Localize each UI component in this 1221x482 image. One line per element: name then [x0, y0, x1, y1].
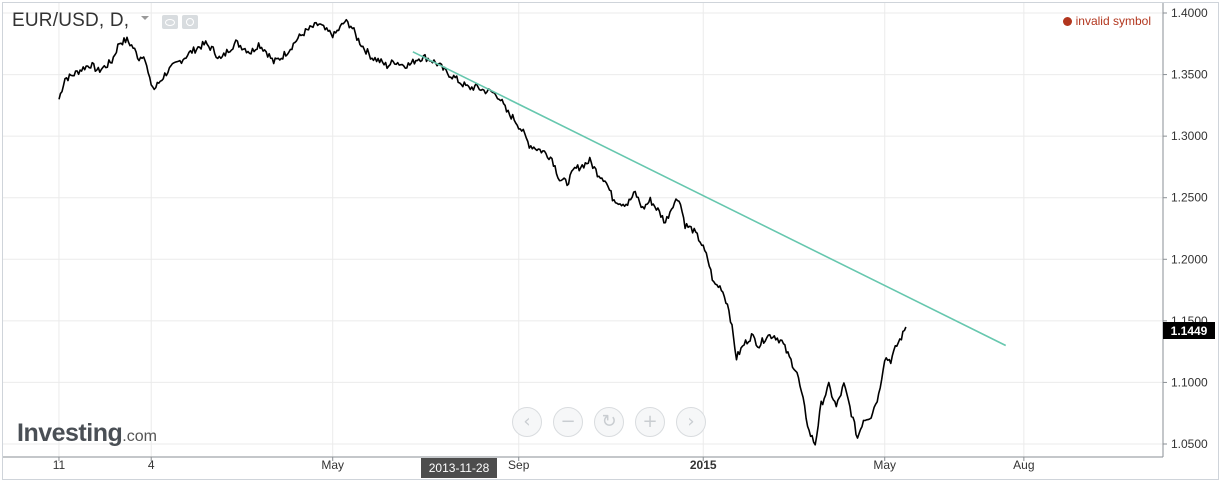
- x-axis-ticks: 11 4 May Sep 2015 May Aug: [53, 457, 1035, 472]
- grid-lines: [3, 3, 1163, 457]
- y-tick-label: 1.0500: [1171, 437, 1208, 451]
- chevron-right-icon: ›: [687, 411, 695, 432]
- chevron-down-icon[interactable]: [141, 16, 149, 20]
- x-tick-label: 11: [53, 458, 66, 472]
- price-series-line: [58, 18, 907, 446]
- last-price-label: 1.1449: [1163, 322, 1215, 339]
- trendline[interactable]: [412, 51, 1007, 347]
- y-tick-label: 1.3500: [1171, 68, 1208, 82]
- reset-button[interactable]: ↻: [594, 407, 624, 437]
- y-tick-label: 1.3000: [1171, 129, 1208, 143]
- y-tick-label: 1.4000: [1171, 6, 1208, 20]
- plus-icon: +: [642, 411, 658, 432]
- x-tick-label: 4: [148, 458, 155, 472]
- status-indicator: invalid symbol: [1062, 14, 1151, 28]
- x-tick-label: 2015: [690, 458, 717, 472]
- refresh-icon: ↻: [601, 411, 617, 432]
- minus-icon: −: [560, 411, 576, 432]
- y-tick-label: 1.2500: [1171, 191, 1208, 205]
- status-text: invalid symbol: [1075, 14, 1151, 28]
- x-tick-label: Aug: [1013, 458, 1034, 472]
- chevron-left-icon: ‹: [523, 411, 531, 432]
- logo-main-text: Investing: [17, 419, 123, 447]
- y-tick-label: 1.2000: [1171, 252, 1208, 266]
- status-dot-icon: [1062, 16, 1072, 26]
- gear-icon[interactable]: [182, 15, 198, 29]
- scroll-left-button[interactable]: ‹: [512, 407, 542, 437]
- y-axis-ticks: 1.40001.35001.30001.25001.20001.15001.10…: [1163, 6, 1208, 451]
- investing-logo: Investing .com: [17, 419, 157, 448]
- eye-icon[interactable]: [162, 15, 178, 29]
- logo-suffix-text: .com: [122, 428, 157, 445]
- scroll-right-button[interactable]: ›: [676, 407, 706, 437]
- zoom-out-button[interactable]: −: [553, 407, 583, 437]
- zoom-in-button[interactable]: +: [635, 407, 665, 437]
- x-tick-label: Sep: [508, 458, 530, 472]
- x-tick-label: May: [321, 458, 344, 472]
- y-tick-label: 1.1000: [1171, 375, 1208, 389]
- crosshair-date-label: 2013-11-28: [421, 458, 497, 478]
- x-tick-label: May: [873, 458, 896, 472]
- symbol-title[interactable]: EUR/USD, D,: [12, 10, 130, 31]
